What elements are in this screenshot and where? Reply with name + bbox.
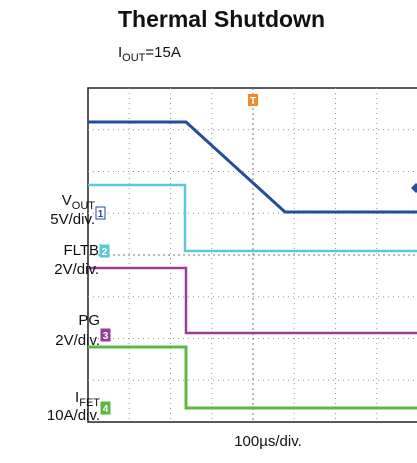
scope-screen: T	[87, 87, 417, 423]
condition: IOUT=15A	[118, 44, 181, 64]
channel-name: FLTB	[63, 242, 99, 259]
channel-scale: 2V/div.	[55, 332, 100, 349]
channel-name: VOUT	[62, 192, 96, 212]
trigger-marker	[248, 94, 258, 106]
trace-pg	[88, 266, 417, 335]
channel-name-main: PG	[78, 312, 100, 329]
trace-fltb	[88, 183, 417, 253]
channel-scale: 10A/div.	[47, 407, 100, 424]
channel-marker	[100, 401, 111, 415]
channel-marker	[99, 244, 110, 258]
channel-name-main: I	[75, 389, 79, 406]
channel-scale: 5V/div.	[50, 211, 95, 228]
condition-rest: =15A	[145, 44, 180, 61]
channel-name-main: V	[62, 192, 72, 209]
channel-name: PG	[78, 312, 100, 329]
channel-marker-label: 1	[98, 209, 104, 220]
channel-name-sub: OUT	[72, 200, 96, 212]
channel-marker-label: 2	[102, 247, 108, 258]
x-label: 100µs/div.	[234, 433, 302, 450]
channel-marker-label: 4	[103, 404, 109, 415]
channel-name: IFET	[75, 389, 100, 409]
trace-ifet	[88, 345, 417, 410]
trigger-label: T	[250, 96, 256, 107]
channel-marker	[100, 328, 111, 342]
trace-vout	[88, 120, 417, 214]
channel-marker-label: 3	[103, 331, 109, 342]
condition-main: I	[118, 44, 122, 61]
edge-marker	[411, 183, 417, 193]
channel-marker	[95, 206, 106, 220]
channel-name-main: FLTB	[63, 242, 99, 259]
channel-name-sub: FET	[79, 397, 100, 409]
channel-scale: 2V/div.	[54, 261, 99, 278]
title: Thermal Shutdown	[118, 6, 325, 32]
condition-sub: OUT	[122, 52, 146, 64]
